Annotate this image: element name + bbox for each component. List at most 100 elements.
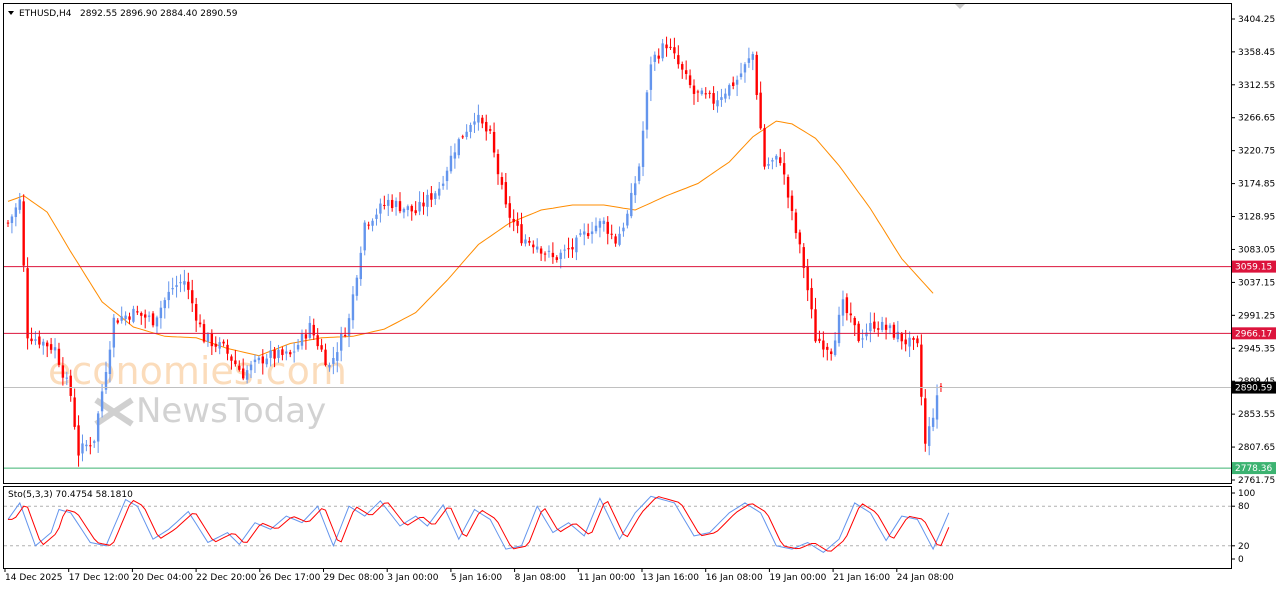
price-tick-label: 2899.45 [1238,377,1275,387]
time-tick-label: 22 Dec 20:00 [196,573,257,583]
candle-bear [692,85,696,94]
watermark-sub: NewsToday [136,391,326,431]
candle-bear [383,204,386,206]
candle-bear [49,344,53,350]
candle-bull [85,444,88,447]
candle-bear [57,348,61,365]
time-tick-label: 17 Dec 12:00 [69,573,130,583]
time-tick-label: 14 Dec 2025 [5,573,63,583]
candle-bull [618,233,621,245]
candle-bull [402,208,406,213]
candle-bear [320,345,323,350]
candle-bull [175,285,178,287]
candle-bear [191,290,194,304]
candle-bear [128,316,131,320]
price-tick-label: 3083.05 [1238,245,1275,255]
candle-bear [61,365,65,378]
candle-bull [735,79,739,85]
candle-bear [688,75,692,86]
candle-bull [637,166,641,181]
candle-bull [100,391,104,412]
candle-bull [300,333,304,346]
candle-bear [551,252,555,258]
candle-bear [884,324,888,330]
candle-bull [108,349,112,374]
ohlc-values: 2892.55 2896.90 2884.40 2890.59 [80,9,238,19]
price-tick-label: 3037.15 [1238,278,1275,288]
candle-bear [567,248,570,250]
candle-bull [332,357,335,364]
candle-bull [602,220,606,224]
candle-bull [465,131,468,137]
scroll-marker-icon[interactable] [955,4,965,9]
candle-bull [245,370,249,380]
resistance-2-tag [1232,327,1276,340]
candle-bear [571,247,574,250]
candle-bull [630,192,633,217]
candle-bear [30,338,33,342]
dropdown-triangle-icon[interactable] [8,11,14,15]
candle-bull [277,349,280,358]
candle-bull [622,227,625,232]
oscillator-panel-frame [3,486,1232,569]
candle-bull [865,332,868,337]
stoch-signal-line [8,496,950,552]
candle-bull [171,288,174,290]
candle-bear [849,313,852,316]
candle-bear [508,203,511,218]
candle-bear [289,352,292,355]
candle-bull [579,233,582,235]
candle-bull [163,300,166,309]
candle-bull [438,188,441,196]
candle-bear [194,304,198,321]
candle-bear [790,195,794,211]
candle-bear [136,311,139,313]
candle-bull [928,426,931,446]
candle-bear [798,232,802,245]
candle-bear [794,212,798,234]
candle-bull [477,114,480,123]
candle-bull [159,307,163,319]
candle-bear [786,176,790,198]
candle-bull [888,325,892,329]
price-tick-label: 2807.65 [1238,443,1275,453]
candle-bull [65,377,68,379]
candle-bull [649,64,653,90]
candle-bear [504,182,508,205]
candle-bear [187,281,190,290]
candle-bull [626,213,629,226]
candle-bear [853,317,856,326]
candle-bear [496,153,500,175]
candle-bear [485,121,488,132]
candle-bull [583,231,586,235]
candle-bear [22,201,25,266]
support-1-tag-label: 2778.36 [1235,464,1272,474]
candle-bull [739,73,743,78]
time-tick-label: 11 Jan 00:00 [578,573,635,583]
candle-bear [532,244,535,248]
candle-bull [559,252,562,260]
candle-bull [394,200,398,207]
symbol-label: ETHUSD,H4 [19,9,72,19]
candle-bull [896,331,900,340]
candle-bull [935,395,939,420]
candle-bull [292,351,296,353]
candle-bear [818,338,821,341]
candle-bull [253,359,257,363]
candle-bull [183,281,186,285]
time-tick-label: 24 Jan 08:00 [897,573,954,583]
price-tick-label: 3128.95 [1238,213,1275,223]
candle-bull [42,341,45,346]
candle-bull [124,315,127,320]
time-tick-label: 26 Dec 17:00 [260,573,321,583]
candle-bull [837,314,841,344]
candle-bear [712,93,715,104]
candle-bull [575,237,578,253]
candle-bear [586,233,590,237]
candle-bear [242,368,245,379]
candle-bull [351,294,355,321]
candle-bear [234,360,237,365]
candle-bear [238,365,241,370]
